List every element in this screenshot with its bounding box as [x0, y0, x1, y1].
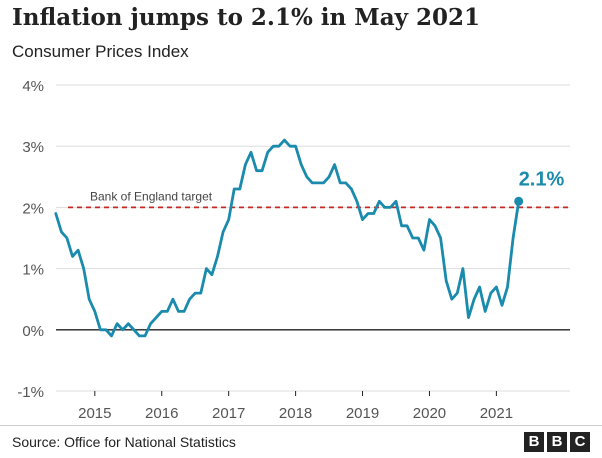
- y-tick-label: 2%: [22, 200, 44, 217]
- bbc-logo-block: C: [570, 432, 590, 452]
- target-label: Bank of England target: [90, 189, 213, 203]
- latest-data-point: [514, 196, 524, 206]
- x-tick-label: 2017: [212, 405, 245, 422]
- y-tick-label: 4%: [22, 78, 44, 95]
- cpi-series-line: [54, 138, 521, 338]
- y-axis-ticks: -1% 0% 1% 2% 3% 4%: [17, 78, 44, 401]
- x-tick-label: 2018: [279, 405, 312, 422]
- x-tick-label: 2020: [413, 405, 446, 422]
- footer-divider: [0, 425, 602, 426]
- y-tick-label: 3%: [22, 139, 44, 156]
- y-tick-label: 0%: [22, 323, 44, 340]
- chart-subtitle: Consumer Prices Index: [12, 42, 189, 61]
- bbc-logo-block: B: [524, 432, 544, 452]
- bbc-logo-block: B: [547, 432, 567, 452]
- x-axis-ticks: 2015 2016 2017 2018 2019 2020 2021: [78, 391, 513, 422]
- latest-value-label: 2.1%: [519, 168, 565, 190]
- source-note: Source: Office for National Statistics: [12, 434, 236, 450]
- line-chart: -1%0%1%2%3%4% 2015 2016 2017 2018 2019 2020 20…: [17, 78, 570, 422]
- gridlines: [56, 84, 570, 392]
- x-tick-label: 2019: [346, 405, 379, 422]
- y-tick-label: 1%: [22, 262, 44, 279]
- x-tick-label: 2016: [145, 405, 178, 422]
- chart-title: Inflation jumps to 2.1% in May 2021: [12, 4, 481, 31]
- x-tick-label: 2021: [480, 405, 513, 422]
- y-tick-label: -1%: [17, 384, 44, 401]
- x-tick-label: 2015: [78, 405, 111, 422]
